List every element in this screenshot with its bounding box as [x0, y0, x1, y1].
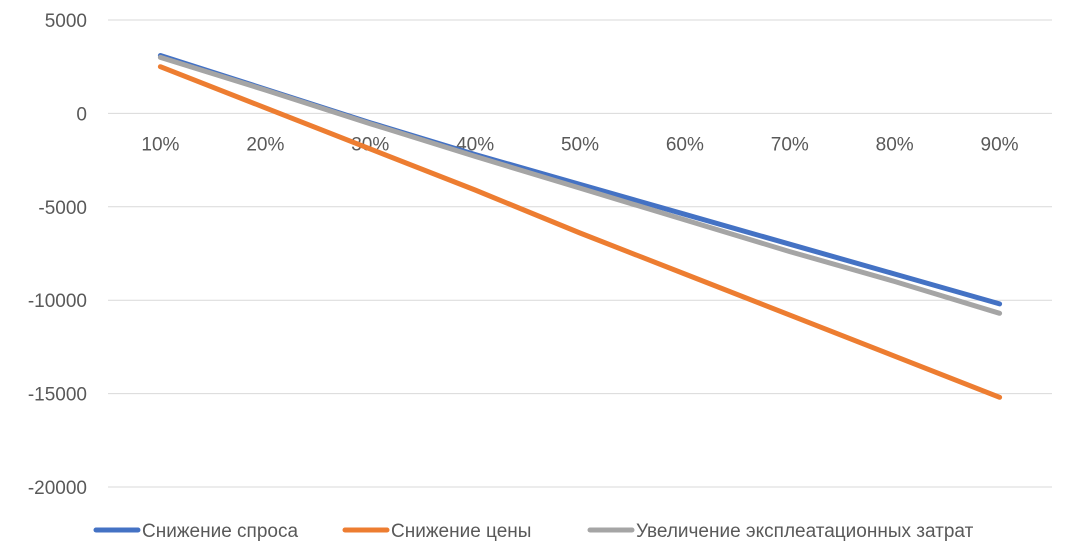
- y-axis-ticks: 5000 0 -5000 -10000 -15000 -20000: [28, 11, 87, 499]
- y-tick-label: 0: [76, 104, 87, 125]
- y-tick-label: -20000: [28, 478, 87, 499]
- x-axis-ticks: 10% 20% 30% 40% 50% 60% 70% 80% 90%: [141, 134, 1018, 155]
- y-tick-label: -15000: [28, 385, 87, 406]
- legend-label-3: Увеличение эксплеатационных затрат: [636, 521, 974, 542]
- legend-label-1: Снижение спроса: [142, 521, 298, 542]
- y-tick-label: 5000: [45, 11, 87, 32]
- x-tick-label: 10%: [141, 134, 179, 155]
- x-tick-label: 20%: [246, 134, 284, 155]
- x-tick-label: 80%: [876, 134, 914, 155]
- series-lines: [157, 53, 1003, 400]
- gridlines: [108, 19, 1052, 488]
- x-tick-label: 90%: [981, 134, 1019, 155]
- legend: Снижение спроса Снижение цены Увеличение э…: [93, 521, 974, 542]
- x-tick-label: 70%: [771, 134, 809, 155]
- x-tick-label: 50%: [561, 134, 599, 155]
- y-tick-label: -10000: [28, 291, 87, 312]
- y-tick-label: -5000: [38, 198, 87, 219]
- series-line-1: [157, 53, 1003, 307]
- series-line-2: [157, 64, 1003, 400]
- x-tick-label: 60%: [666, 134, 704, 155]
- legend-label-2: Снижение цены: [391, 521, 531, 542]
- series-line-3: [157, 54, 1003, 316]
